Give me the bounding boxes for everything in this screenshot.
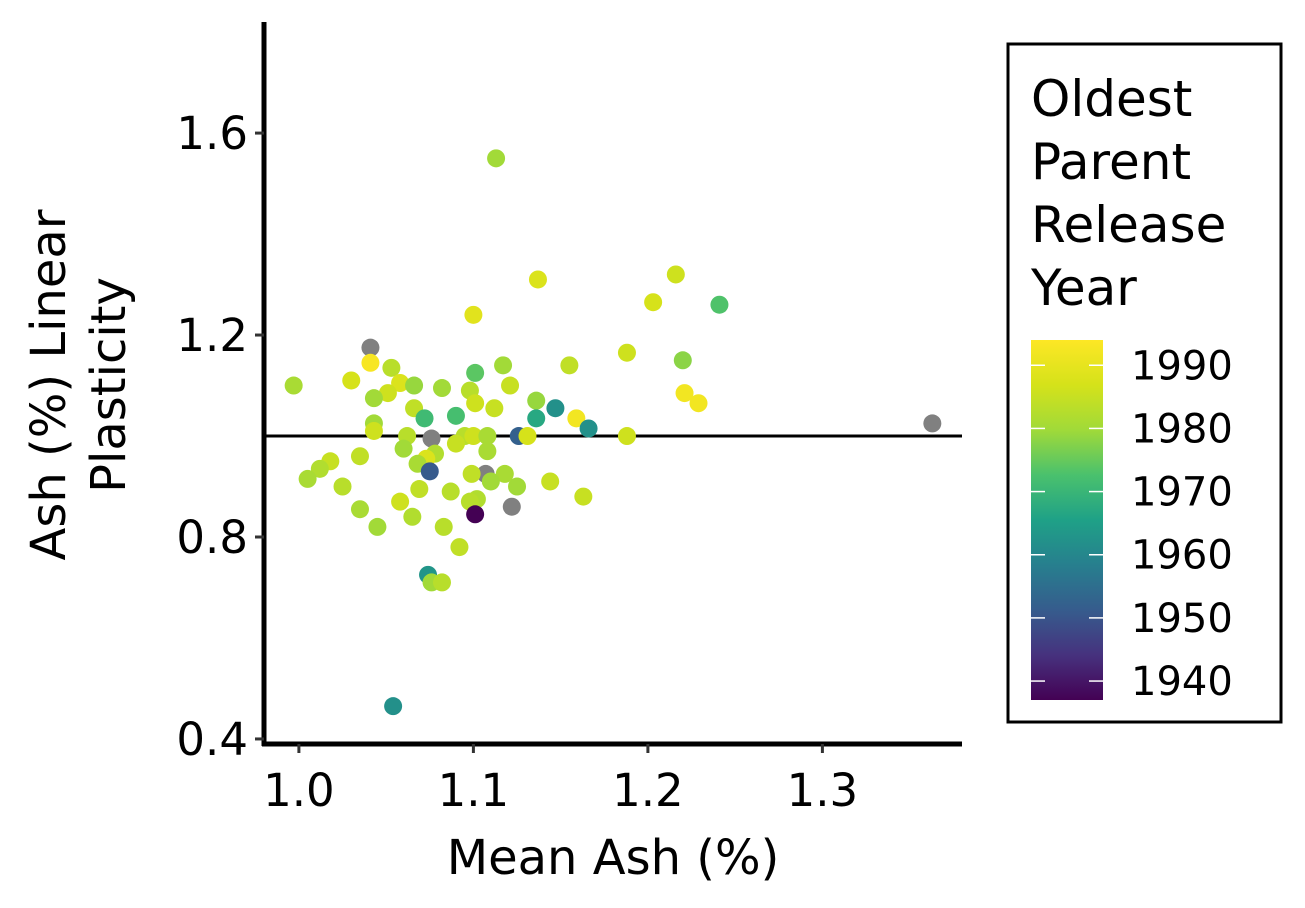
data-point	[567, 409, 586, 428]
data-point	[446, 406, 465, 425]
axes: 0.4 0.8 1.2 1.6 1.0 1.1 1.2 1.3	[176, 22, 962, 817]
legend-title-line-1: Oldest	[1031, 70, 1192, 128]
colorbar-label: 1950	[1131, 596, 1233, 642]
data-point	[501, 376, 520, 395]
plot-area	[264, 149, 962, 716]
data-point	[378, 384, 397, 403]
colorbar-label: 1970	[1131, 470, 1233, 516]
data-point	[710, 295, 729, 314]
data-point	[617, 427, 636, 446]
data-point	[405, 376, 424, 395]
data-point	[464, 305, 483, 324]
data-point	[422, 429, 441, 448]
data-point	[494, 356, 513, 375]
data-point	[487, 149, 506, 168]
data-point	[403, 507, 422, 526]
x-tick-label: 1.2	[612, 764, 684, 817]
data-point	[284, 376, 303, 395]
data-point	[508, 477, 527, 496]
y-tick-label: 1.2	[176, 309, 248, 362]
data-point	[644, 293, 663, 312]
data-point	[361, 338, 380, 357]
colorbar-label: 1980	[1131, 406, 1233, 452]
y-axis-title: Ash (%) Linear Plasticity	[21, 209, 137, 560]
legend: Oldest Parent Release Year 1940195019601…	[1006, 42, 1283, 724]
data-point	[923, 414, 942, 433]
data-points	[284, 149, 942, 716]
data-point	[689, 394, 708, 413]
y-tick-label: 0.8	[176, 511, 248, 564]
data-point	[478, 442, 497, 461]
y-tick-label: 0.4	[176, 713, 248, 766]
data-point	[617, 343, 636, 362]
x-axis-title: Mean Ash (%)	[447, 830, 780, 886]
data-point	[446, 434, 465, 453]
data-point	[466, 363, 485, 382]
y-axis-ticks: 0.4 0.8 1.2 1.6	[176, 107, 264, 766]
data-point	[420, 462, 439, 481]
data-point	[391, 492, 410, 511]
data-point	[298, 469, 317, 488]
data-point	[350, 500, 369, 519]
x-tick-label: 1.1	[438, 764, 510, 817]
data-point	[478, 427, 497, 446]
data-point	[579, 419, 598, 438]
x-tick-label: 1.0	[263, 764, 335, 817]
data-point	[466, 394, 485, 413]
colorbar-label: 1940	[1131, 659, 1233, 705]
colorbar-label: 1960	[1131, 533, 1233, 579]
data-point	[434, 517, 453, 536]
data-point	[391, 374, 410, 392]
data-point	[464, 427, 483, 446]
data-point	[361, 353, 380, 372]
data-point	[546, 399, 565, 418]
data-point	[527, 391, 546, 410]
data-point	[518, 427, 537, 446]
legend-title-line-4: Year	[1030, 259, 1137, 317]
y-axis-title-line-1: Ash (%) Linear	[21, 209, 77, 560]
data-point	[481, 472, 500, 491]
legend-title-line-2: Parent	[1031, 133, 1191, 191]
data-point	[541, 472, 560, 491]
data-point	[384, 697, 403, 716]
data-point	[466, 505, 485, 524]
y-axis-title-line-2: Plasticity	[81, 277, 137, 493]
data-point	[310, 459, 329, 478]
data-point	[350, 447, 369, 466]
data-point	[333, 477, 352, 496]
data-point	[574, 487, 593, 506]
x-axis-ticks: 1.0 1.1 1.2 1.3	[263, 744, 858, 817]
data-point	[364, 421, 383, 440]
data-point	[528, 270, 547, 289]
data-point	[485, 399, 504, 418]
data-point	[382, 358, 401, 377]
data-point	[666, 265, 685, 284]
data-point	[675, 384, 694, 403]
data-point	[450, 538, 469, 557]
data-point	[527, 409, 546, 428]
data-point	[462, 464, 481, 483]
data-point	[410, 480, 429, 499]
data-point	[560, 356, 579, 375]
y-tick-label: 1.6	[176, 107, 248, 160]
data-point	[432, 379, 451, 398]
data-point	[342, 371, 361, 390]
data-point	[415, 409, 434, 428]
data-point	[364, 389, 383, 408]
colorbar-label: 1990	[1131, 343, 1233, 389]
data-point	[673, 351, 692, 370]
data-point	[432, 573, 451, 592]
data-point	[495, 464, 514, 483]
data-point	[368, 517, 387, 536]
data-point	[502, 497, 521, 516]
colorbar	[1031, 340, 1103, 700]
x-tick-label: 1.3	[787, 764, 859, 817]
colorbar-ticks: 1940 1950 1960 1970 1980 1990	[1031, 343, 1233, 705]
legend-title-line-3: Release	[1031, 196, 1226, 254]
data-point	[394, 439, 413, 458]
data-point	[441, 482, 460, 501]
